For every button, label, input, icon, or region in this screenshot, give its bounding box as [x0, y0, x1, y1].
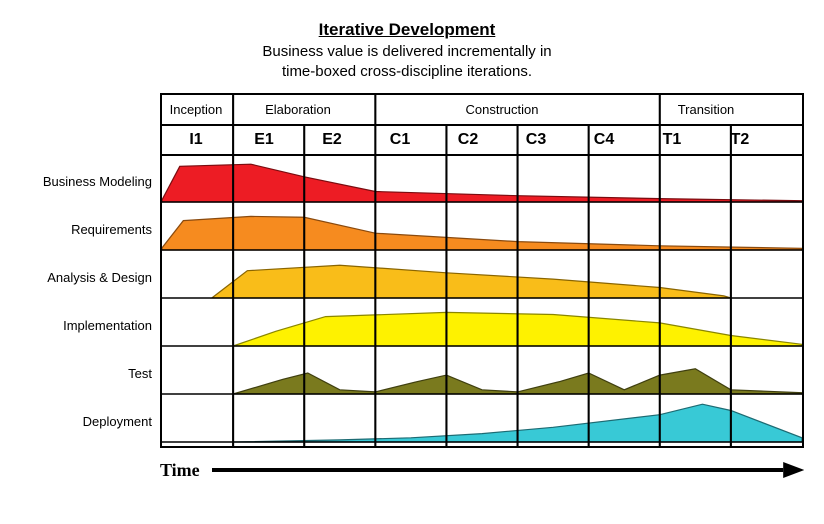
time-axis: Time: [160, 460, 804, 481]
effort-hump: [162, 164, 802, 202]
iteration-header: C3: [502, 125, 570, 155]
effort-hump: [233, 404, 802, 442]
discipline-label: Test: [10, 350, 160, 398]
effort-hump: [233, 368, 802, 393]
chart-subtitle: Business value is delivered incrementall…: [10, 42, 804, 83]
rup-hump-chart: InceptionElaborationConstructionTransiti…: [160, 93, 804, 448]
subtitle-line-1: Business value is delivered incrementall…: [262, 43, 551, 60]
discipline-label: Implementation: [10, 302, 160, 350]
phase-header: Inception: [162, 95, 230, 125]
effort-hump: [233, 312, 802, 346]
discipline-label: Deployment: [10, 398, 160, 446]
iteration-header: C1: [366, 125, 434, 155]
row-labels: Business ModelingRequirementsAnalysis & …: [10, 93, 160, 448]
iteration-header: T1: [638, 125, 706, 155]
time-label: Time: [160, 460, 200, 481]
chart-area: Business ModelingRequirementsAnalysis & …: [10, 93, 804, 448]
discipline-label: Business Modeling: [10, 158, 160, 206]
phase-header: Construction: [366, 95, 638, 125]
effort-hump: [162, 216, 802, 250]
effort-hump: [212, 265, 731, 298]
iteration-header: C4: [570, 125, 638, 155]
row-labels-spacer: [10, 93, 160, 158]
chart-title: Iterative Development: [10, 20, 804, 40]
phase-header: Elaboration: [230, 95, 366, 125]
iteration-header: E1: [230, 125, 298, 155]
discipline-label: Analysis & Design: [10, 254, 160, 302]
phase-header: Transition: [638, 95, 774, 125]
iteration-header: E2: [298, 125, 366, 155]
iteration-header: C2: [434, 125, 502, 155]
time-arrow-icon: [212, 460, 804, 480]
discipline-label: Requirements: [10, 206, 160, 254]
iteration-header: T2: [706, 125, 774, 155]
iteration-header: I1: [162, 125, 230, 155]
title-block: Iterative Development Business value is …: [10, 20, 804, 83]
subtitle-line-2: time-boxed cross-discipline iterations.: [282, 63, 532, 80]
